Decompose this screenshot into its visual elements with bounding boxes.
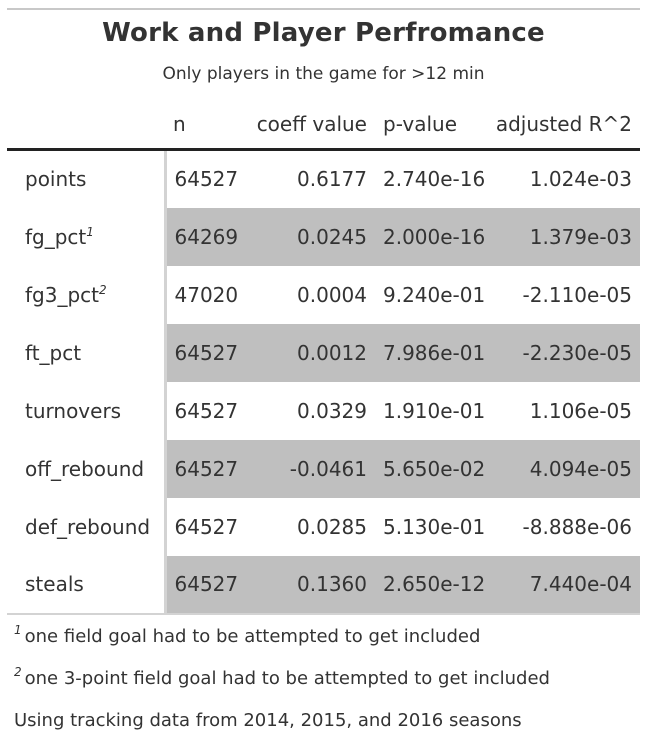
cell-coeff: 0.0329	[297, 398, 367, 423]
row-label: fg_pct1	[7, 207, 167, 266]
row-label: steals	[7, 555, 167, 615]
footnote-1: 1 one field goal had to be attempted to g…	[14, 623, 481, 647]
cell-coeff: 0.6177	[297, 167, 367, 192]
cell-p-value: 5.650e-02	[375, 439, 487, 498]
row-label: points	[7, 149, 167, 208]
header-stub	[7, 99, 165, 151]
header-p-value: p-value	[375, 99, 487, 151]
cell-n: 47020	[174, 282, 239, 307]
cell-n: 64527	[174, 398, 239, 423]
footnote-mark: 2	[14, 665, 22, 679]
cell-adjusted-r2: 7.440e-04	[487, 555, 640, 615]
header-n: n	[165, 99, 241, 151]
table-row: turnovers 64527 0.0329 1.910e-01 1.106e-…	[7, 381, 640, 440]
results-table: n coeff value p-value adjusted R^2 point…	[7, 99, 640, 615]
cell-adjusted-r2: 4.094e-05	[487, 439, 640, 498]
table-footnotes: 1 one field goal had to be attempted to g…	[14, 622, 634, 748]
source-note: Using tracking data from 2014, 2015, and…	[14, 710, 522, 731]
footnote-mark: 1	[86, 224, 94, 239]
table-row: points 64527 0.6177 2.740e-16 1.024e-03	[7, 149, 640, 208]
table-row: fg3_pct2 47020 0.0004 9.240e-01 -2.110e-…	[7, 265, 640, 324]
cell-p-value: 1.910e-01	[383, 398, 486, 423]
top-rule	[7, 8, 640, 10]
cell-coeff: 0.0012	[241, 323, 375, 382]
header-adjusted-r2: adjusted R^2	[487, 99, 640, 151]
cell-n: 64527	[165, 555, 241, 615]
cell-adjusted-r2: 1.379e-03	[487, 207, 640, 266]
row-label: off_rebound	[7, 439, 167, 498]
cell-p-value: 9.240e-01	[383, 282, 486, 307]
cell-p-value: 2.740e-16	[383, 167, 486, 192]
cell-adjusted-r2: -2.230e-05	[487, 323, 640, 382]
cell-coeff: 0.1360	[241, 555, 375, 615]
cell-coeff: 0.0285	[297, 514, 367, 539]
cell-n: 64527	[165, 323, 241, 382]
table-row: off_rebound 64527 -0.0461 5.650e-02 4.09…	[7, 439, 640, 498]
table-title: Work and Player Perfromance	[102, 18, 545, 48]
cell-adjusted-r2: -8.888e-06	[522, 514, 632, 539]
cell-adjusted-r2: 1.024e-03	[529, 167, 632, 192]
row-label: fg3_pct2	[7, 265, 167, 324]
cell-n: 64527	[165, 439, 241, 498]
cell-n: 64527	[174, 167, 239, 192]
row-label: ft_pct	[7, 323, 167, 382]
cell-p-value: 2.650e-12	[375, 555, 487, 615]
table-row: steals 64527 0.1360 2.650e-12 7.440e-04	[7, 555, 640, 615]
footnote-mark: 2	[99, 282, 107, 297]
footnote-2: 2 one 3-point field goal had to be attemp…	[14, 665, 550, 689]
cell-p-value: 5.130e-01	[383, 514, 486, 539]
cell-p-value: 2.000e-16	[375, 207, 487, 266]
header-coeff: coeff value	[241, 99, 375, 151]
cell-coeff: 0.0004	[297, 282, 367, 307]
row-label: turnovers	[7, 381, 167, 440]
cell-coeff: -0.0461	[241, 439, 375, 498]
table-row: def_rebound 64527 0.0285 5.130e-01 -8.88…	[7, 497, 640, 556]
table-row: fg_pct1 64269 0.0245 2.000e-16 1.379e-03	[7, 207, 640, 266]
cell-n: 64527	[174, 514, 239, 539]
table-subtitle: Only players in the game for >12 min	[162, 64, 485, 84]
cell-coeff: 0.0245	[241, 207, 375, 266]
cell-adjusted-r2: 1.106e-05	[529, 398, 632, 423]
header-row: n coeff value p-value adjusted R^2	[7, 99, 640, 151]
row-label: def_rebound	[7, 497, 167, 556]
cell-adjusted-r2: -2.110e-05	[522, 282, 632, 307]
footnote-mark: 1	[14, 623, 22, 637]
cell-n: 64269	[165, 207, 241, 266]
table-row: ft_pct 64527 0.0012 7.986e-01 -2.230e-05	[7, 323, 640, 382]
cell-p-value: 7.986e-01	[375, 323, 487, 382]
